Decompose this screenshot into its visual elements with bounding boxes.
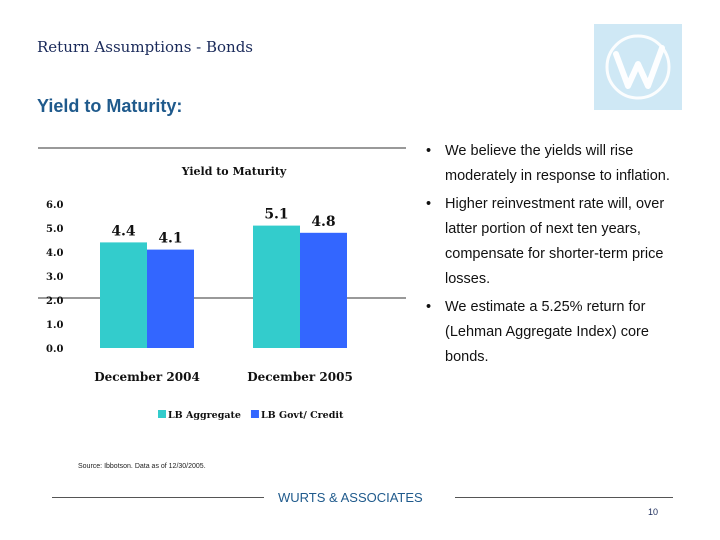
legend-label: LB Aggregate	[168, 410, 241, 421]
bullet-dot-icon: •	[426, 196, 432, 212]
data-label: 5.1	[264, 207, 288, 223]
bar	[100, 242, 147, 348]
y-tick-label: 4.0	[46, 248, 63, 259]
yield-chart: Yield to Maturity 0.0 1.0 2.0 3.0 4.0 5.0 6.0 4…	[30, 140, 420, 440]
y-tick-label: 3.0	[46, 272, 63, 283]
bullet-item: • We estimate a 5.25% return for (Lehman …	[424, 295, 694, 370]
chart-title: Yield to Maturity	[181, 165, 287, 178]
slide-title: Return Assumptions - Bonds	[37, 38, 254, 56]
bullet-text: We believe the yields will rise moderate…	[445, 143, 670, 184]
bullet-dot-icon: •	[426, 143, 432, 159]
bullet-text: We estimate a 5.25% return for (Lehman A…	[445, 299, 649, 365]
bullet-dot-icon: •	[426, 299, 432, 315]
legend-label: LB Govt/ Credit	[261, 410, 344, 421]
source-note: Source: Ibbotson. Data as of 12/30/2005.	[78, 463, 206, 470]
footer-rule-left	[52, 497, 264, 498]
bar	[147, 249, 194, 348]
data-label: 4.8	[311, 214, 335, 230]
page-number: 10	[648, 507, 659, 517]
footer-rule-right	[455, 497, 673, 498]
bullet-list: • We believe the yields will rise moderat…	[424, 139, 694, 373]
bullet-item: • We believe the yields will rise moderat…	[424, 139, 694, 189]
section-heading: Yield to Maturity:	[37, 96, 183, 116]
data-label: 4.1	[158, 231, 182, 247]
y-tick-label: 6.0	[46, 200, 63, 211]
bullet-item: • Higher reinvestment rate will, over lat…	[424, 192, 694, 292]
y-tick-label: 5.0	[46, 224, 63, 235]
legend-swatch	[250, 410, 259, 418]
bar	[253, 225, 300, 348]
y-tick-label: 0.0	[46, 344, 63, 355]
company-logo	[594, 24, 682, 110]
bar	[300, 232, 347, 348]
x-tick-label: December 2004	[94, 370, 200, 384]
y-tick-label: 1.0	[46, 320, 63, 331]
footer-company-name: WURTS & ASSOCIATES	[278, 490, 423, 505]
x-tick-label: December 2005	[247, 370, 353, 384]
data-label: 4.4	[111, 223, 136, 239]
legend-swatch	[158, 410, 166, 418]
bullet-text: Higher reinvestment rate will, over latt…	[445, 196, 665, 287]
y-tick-label: 2.0	[46, 296, 63, 307]
company-logo-icon	[605, 34, 671, 100]
yield-chart-svg: Yield to Maturity 0.0 1.0 2.0 3.0 4.0 5.0 6.0 4…	[38, 147, 406, 421]
